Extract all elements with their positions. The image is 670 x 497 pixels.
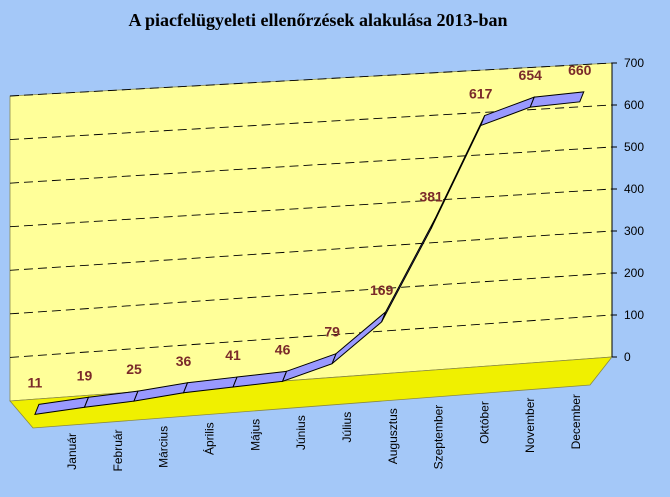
data-label: 660: [568, 62, 592, 78]
gridline: [9, 188, 613, 228]
x-tick-label: Január: [65, 433, 79, 470]
data-label: 169: [370, 282, 394, 298]
x-tick-label: December: [569, 394, 583, 449]
series-line: [34, 91, 585, 415]
data-label: 19: [77, 367, 93, 383]
data-labels: 11 19 25 36 41 46 79 169 381 617 654 660: [28, 62, 592, 390]
gridlines: [9, 62, 613, 358]
gridline: [9, 62, 613, 97]
x-tick-label: Május: [248, 419, 262, 451]
chart-title: A piacfelügyeleti ellenőrzések alakulása…: [129, 10, 508, 30]
y-tick-label: 200: [624, 266, 644, 280]
x-axis-labels: Január Február Március Április Május Június Jú…: [65, 394, 583, 471]
data-label: 46: [275, 341, 291, 357]
gridline: [9, 146, 613, 184]
data-label: 617: [469, 86, 493, 102]
data-label: 36: [176, 353, 192, 369]
x-tick-label: Április: [201, 422, 216, 455]
series-segment: [529, 91, 585, 108]
gridline: [9, 314, 613, 358]
y-tick-label: 300: [624, 224, 644, 238]
data-label: 381: [419, 189, 443, 205]
data-label: 79: [324, 324, 340, 340]
data-label: 11: [28, 374, 43, 390]
y-axis-ticks: 0 100 200 300 400 500 600 700: [611, 56, 644, 364]
gridline: [9, 230, 613, 271]
x-tick-label: Október: [477, 401, 491, 444]
gridline: [9, 272, 613, 315]
gridline: [9, 104, 613, 141]
data-label: 654: [519, 67, 543, 83]
chart-back-wall: [9, 62, 613, 402]
y-tick-label: 500: [624, 140, 644, 154]
data-label: 41: [225, 347, 241, 363]
y-tick-label: 100: [624, 308, 644, 322]
chart-floor: [9, 356, 613, 429]
y-tick-label: 700: [624, 56, 644, 70]
x-tick-label: November: [523, 398, 537, 453]
x-tick-label: Február: [111, 429, 125, 471]
y-tick-label: 0: [624, 350, 631, 364]
x-tick-label: Július: [340, 412, 354, 443]
y-tick-label: 400: [624, 182, 644, 196]
x-tick-label: Szeptember: [432, 405, 446, 470]
x-tick-label: Augusztus: [386, 408, 400, 464]
y-tick-label: 600: [624, 98, 644, 112]
x-tick-label: Március: [157, 426, 171, 468]
x-tick-label: Június: [294, 415, 308, 450]
data-label: 25: [126, 361, 142, 377]
